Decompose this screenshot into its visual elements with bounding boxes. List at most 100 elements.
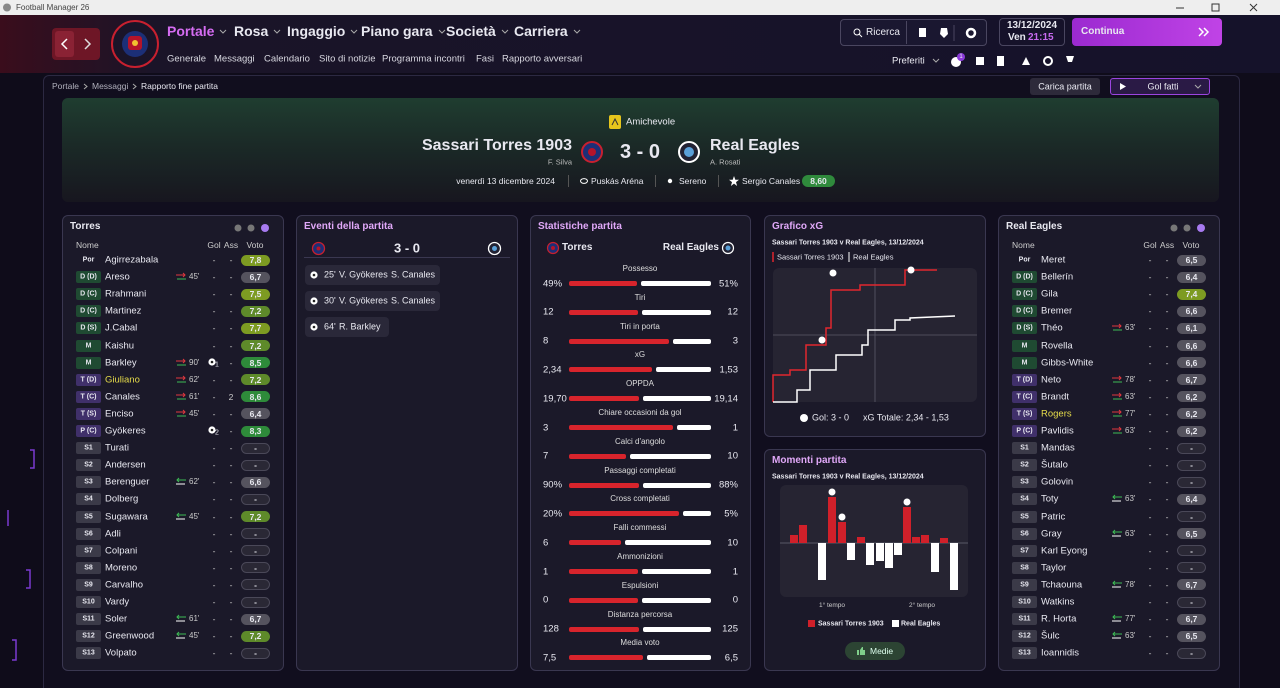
player-name[interactable]: Martinez (105, 305, 142, 317)
favorites-label[interactable]: Preferiti (892, 55, 925, 67)
player-name[interactable]: Adli (105, 527, 121, 539)
goals-dropdown-label[interactable]: Gol fatti (1147, 81, 1179, 91)
player-name[interactable]: R. Horta (1041, 613, 1077, 625)
search-label[interactable]: Ricerca (866, 26, 900, 38)
player-name[interactable]: Watkins (1041, 596, 1075, 608)
assists-count: - (1165, 562, 1169, 573)
player-name[interactable]: Barkley (105, 356, 137, 368)
player-name[interactable]: Meret (1041, 254, 1066, 266)
player-name[interactable]: Dolberg (105, 493, 139, 505)
player-name[interactable]: Areso (105, 271, 130, 283)
toolbar-icons (919, 25, 977, 41)
weather-icon (667, 178, 673, 184)
nav-menu[interactable]: Portale (167, 23, 215, 39)
player-name[interactable]: Rovella (1041, 339, 1073, 351)
load-match-button[interactable] (1030, 78, 1100, 95)
player-name[interactable]: Gray (1041, 527, 1062, 539)
player-name[interactable]: Bellerín (1041, 271, 1074, 283)
position-badge (1012, 613, 1037, 626)
nav-submenu-item[interactable]: Calendario (264, 53, 310, 65)
chevron-icon (501, 29, 509, 34)
goals-dropdown[interactable] (1110, 78, 1210, 95)
assists-count: - (1165, 391, 1169, 402)
player-name[interactable]: Andersen (105, 459, 146, 471)
player-name[interactable]: Mandas (1041, 442, 1075, 454)
events-header (304, 239, 510, 258)
player-name[interactable]: Tchaouna (1041, 579, 1083, 591)
assists-count: - (229, 323, 233, 334)
player-name[interactable]: Colpani (105, 544, 138, 556)
breadcrumb-item[interactable]: Messaggi (92, 80, 129, 91)
assists-count: - (229, 306, 233, 317)
player-name[interactable]: Berenguer (105, 476, 150, 488)
nav-menu[interactable]: Piano gara (361, 23, 433, 39)
position-label: S9 (84, 581, 93, 589)
player-name[interactable]: Gila (1041, 288, 1058, 300)
player-name[interactable]: Šulc (1041, 630, 1060, 642)
player-name[interactable]: Soler (105, 613, 128, 625)
sub-minute: 63' (1125, 494, 1136, 504)
position-badge (76, 647, 101, 660)
player-name[interactable]: Théo (1041, 322, 1063, 334)
nav-submenu-item[interactable]: Generale (167, 53, 207, 65)
player-name[interactable]: Šutalo (1041, 459, 1068, 471)
search-button[interactable] (843, 21, 907, 44)
goal-event[interactable] (305, 291, 440, 311)
player-name[interactable]: Giuliano (105, 373, 140, 385)
stat-home-bar (569, 425, 673, 430)
player-name[interactable]: Turati (105, 442, 129, 454)
continue-button[interactable] (1072, 18, 1222, 46)
match-score: 3 - 0 (619, 141, 661, 163)
continue-label[interactable]: Continua (1081, 26, 1125, 37)
player-name[interactable]: Patric (1041, 510, 1066, 522)
player-name[interactable]: Kaishu (105, 339, 135, 351)
position-label: S13 (82, 649, 95, 657)
goals-count: - (1148, 562, 1152, 573)
player-name[interactable]: Agirrezabala (105, 254, 159, 266)
player-name[interactable]: Rogers (1041, 408, 1072, 420)
player-name[interactable]: Greenwood (105, 630, 155, 642)
player-name[interactable]: Brandt (1041, 391, 1069, 403)
player-name[interactable]: Bremer (1041, 305, 1073, 317)
player-name[interactable]: Moreno (105, 562, 138, 574)
goal-event[interactable] (305, 265, 440, 285)
goals-count: - (1148, 459, 1152, 470)
position-badge (76, 373, 101, 386)
player-name[interactable]: Volpato (105, 647, 137, 659)
player-name[interactable]: Vardy (105, 596, 130, 608)
nav-menu[interactable]: Società (446, 23, 496, 39)
nav-submenu-item[interactable]: Rapporto avversari (502, 53, 583, 65)
sub-icon (176, 477, 186, 485)
nav-menu[interactable]: Carriera (514, 23, 568, 39)
nav-submenu-item[interactable]: Sito di notizie (319, 53, 376, 65)
player-name[interactable]: Rrahmani (105, 288, 147, 300)
nav-submenu-item[interactable]: Programma incontri (382, 53, 465, 65)
player-name[interactable]: Neto (1041, 373, 1062, 385)
load-match-label[interactable]: Carica partita (1038, 81, 1092, 91)
player-name[interactable]: Gyökeres (105, 425, 146, 437)
averages-label[interactable]: Medie (870, 645, 894, 656)
nav-menu[interactable]: Ingaggio (287, 23, 346, 39)
nav-menu[interactable]: Rosa (234, 23, 269, 39)
breadcrumb-item[interactable]: Portale (52, 80, 79, 91)
player-name[interactable]: Toty (1041, 493, 1059, 505)
goals-count: - (212, 630, 216, 641)
player-name[interactable]: Taylor (1041, 562, 1067, 574)
averages-button[interactable] (845, 642, 905, 660)
player-name[interactable]: Golovin (1041, 476, 1074, 488)
player-name[interactable]: Sugawara (105, 510, 148, 522)
player-name[interactable]: Pavlidis (1041, 425, 1074, 437)
away-crest (678, 141, 700, 163)
nav-submenu-item[interactable]: Messaggi (214, 53, 255, 65)
position-label: T (D) (1016, 376, 1033, 384)
player-name[interactable]: Enciso (105, 408, 134, 420)
nav-submenu-item[interactable]: Fasi (476, 53, 494, 65)
player-name[interactable]: J.Cabal (105, 322, 138, 334)
stat-away-value: 125 (722, 623, 738, 635)
player-name[interactable]: Karl Eyong (1041, 544, 1088, 556)
player-name[interactable]: Canales (105, 391, 140, 403)
player-name[interactable]: Carvalho (105, 579, 144, 591)
player-name[interactable]: Ioannidis (1041, 647, 1080, 659)
goal-event[interactable] (305, 317, 389, 337)
player-name[interactable]: Gibbs-White (1041, 356, 1094, 368)
